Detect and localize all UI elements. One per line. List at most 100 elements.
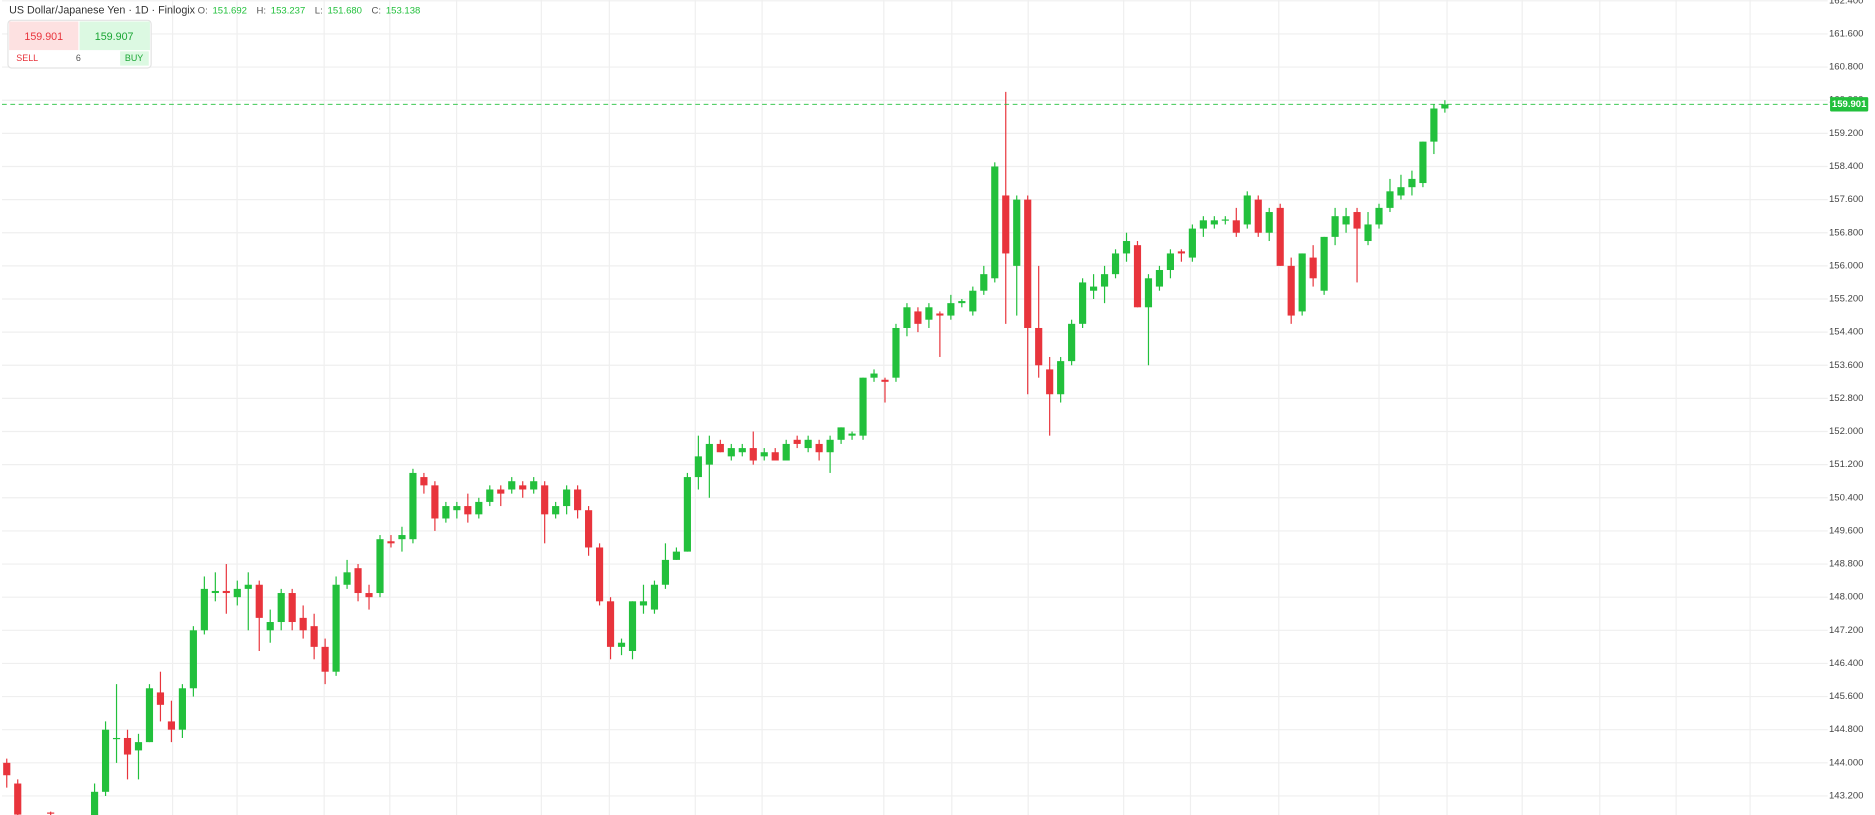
buy-button-bg[interactable] (120, 51, 149, 66)
candle-body (475, 501, 483, 515)
candle-body (442, 506, 450, 519)
buy-box[interactable] (79, 21, 150, 51)
sell-price[interactable]: 159.901 (24, 31, 63, 43)
candle-body (90, 791, 99, 815)
candle-body (453, 506, 461, 511)
candle-body (595, 547, 604, 602)
y-tick-label: 153.600 (1829, 360, 1863, 371)
candle-body (1002, 195, 1010, 254)
candle-body (464, 506, 472, 515)
candle-body (1276, 207, 1284, 266)
candle-body (1079, 282, 1087, 324)
candle-body (277, 593, 285, 623)
quantity-input[interactable]: 6 (76, 53, 81, 63)
candle-body (299, 617, 307, 631)
candle-body (650, 584, 659, 610)
candle-body (365, 593, 373, 598)
candle-body (1243, 195, 1251, 225)
candle-body (519, 485, 527, 490)
candle-body (1166, 253, 1175, 271)
candle-body (134, 742, 143, 751)
candle-body (1100, 274, 1109, 287)
candle-body (793, 439, 801, 444)
candle-body (156, 692, 165, 705)
candle-body (47, 812, 55, 814)
candle-body (1254, 199, 1262, 233)
price-axis: 143.200 144.000 144.800 145.600 146.400 147.2… (1829, 0, 1863, 801)
y-tick-label: 144.000 (1829, 757, 1863, 768)
candle-body (431, 485, 439, 519)
buy-price[interactable]: 159.907 (95, 31, 134, 43)
candle-body (760, 452, 768, 457)
candle-body (200, 588, 208, 631)
candle-body (1430, 108, 1438, 142)
candle-body (508, 481, 516, 490)
candle-body (167, 721, 176, 730)
candle-body (683, 477, 691, 552)
y-tick-label: 144.800 (1829, 724, 1863, 735)
candle-body (420, 477, 428, 486)
candle-body (1265, 212, 1273, 233)
trade-panel: 159.901 159.907 SELL 6 BUY (7, 19, 152, 69)
candle-body (782, 443, 790, 461)
ohlc-label: C: (372, 5, 382, 16)
candle-body (925, 307, 933, 320)
candle-body (914, 311, 922, 324)
candle-body (3, 762, 11, 776)
candle-body (189, 630, 197, 689)
y-tick-label: 149.600 (1829, 525, 1863, 536)
candle-body (112, 737, 121, 740)
buy-button[interactable]: BUY (125, 53, 143, 63)
candle-body (486, 489, 494, 502)
candles (3, 91, 1449, 815)
candle-body (321, 646, 329, 672)
candle-body (694, 456, 702, 478)
candle-body (1221, 219, 1229, 221)
candle-body (1013, 199, 1021, 266)
candle-body (244, 584, 252, 589)
price-line-group: 159.901 (1, 97, 1869, 112)
candle-body (310, 626, 318, 647)
y-tick-label: 156.800 (1829, 227, 1863, 238)
candle-body (288, 593, 296, 623)
candle-body (947, 303, 955, 316)
candle-body (1111, 253, 1120, 275)
y-tick-label: 143.200 (1829, 790, 1863, 801)
candle-body (585, 510, 593, 548)
candle-body (859, 377, 867, 436)
y-tick-label: 152.000 (1829, 426, 1863, 437)
sell-box[interactable] (9, 21, 79, 51)
candle-body (716, 443, 724, 453)
ohlc-value: 151.680 (328, 5, 362, 16)
candle-body (1331, 216, 1339, 237)
candle-body (991, 166, 999, 279)
candle-body (958, 301, 966, 304)
y-tick-label: 158.400 (1829, 161, 1863, 172)
candle-body (1035, 327, 1043, 366)
candle-body (1144, 278, 1153, 308)
y-tick-label: 154.400 (1829, 327, 1863, 338)
candle-body (738, 448, 746, 453)
time-grid (172, 0, 1751, 815)
candle-body (541, 485, 549, 515)
y-tick-label: 146.400 (1829, 658, 1863, 669)
candle-body (1320, 236, 1328, 291)
candle-body (563, 489, 571, 507)
candle-body (1375, 207, 1383, 225)
candle-body (606, 601, 615, 647)
candle-body (409, 472, 417, 540)
candle-body (1353, 212, 1361, 229)
header: US Dollar/Japanese Yen · 1D · Finlogix O… (9, 5, 420, 17)
y-tick-label: 148.000 (1829, 592, 1863, 603)
candle-body (771, 452, 779, 461)
sell-button[interactable]: SELL (16, 53, 38, 63)
candle-body (892, 327, 900, 378)
candle-body (1408, 178, 1416, 188)
candle-body (815, 443, 823, 453)
candle-body (211, 590, 219, 594)
y-tick-label: 151.200 (1829, 459, 1863, 470)
candle-body (969, 290, 977, 312)
candle-body (661, 559, 670, 585)
price-tag (1830, 97, 1869, 112)
